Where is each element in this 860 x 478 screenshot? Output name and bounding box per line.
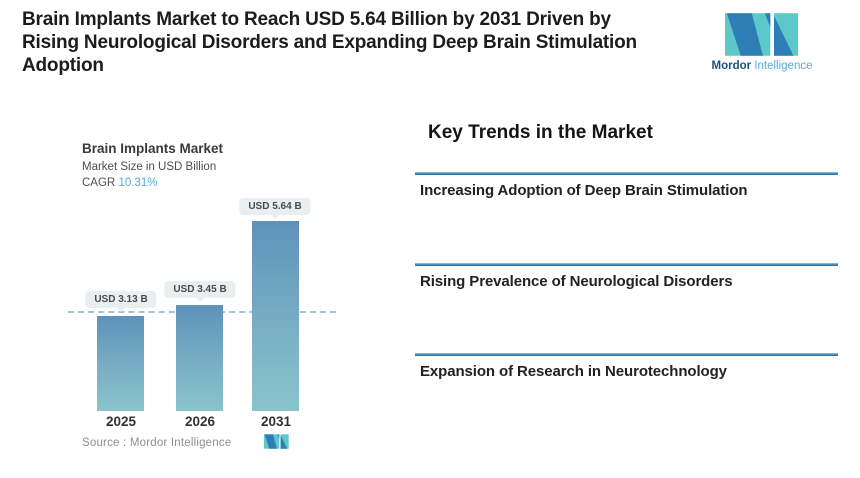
mordor-logo-text: Mordor Intelligence [710,60,814,72]
key-trends-heading: Key Trends in the Market [428,122,653,143]
mordor-logo-icon [725,13,799,56]
bar-2025 [97,316,144,411]
trend-divider [415,172,838,175]
trend-item-3: Expansion of Research in Neurotechnology [415,353,838,380]
trend-item-label: Rising Prevalence of Neurological Disord… [420,272,733,290]
axis-label-2026: 2026 [184,414,216,429]
trend-item-2: Rising Prevalence of Neurological Disord… [415,263,838,290]
axis-label-2031: 2031 [260,414,292,429]
mordor-logo: Mordor Intelligence [710,12,814,72]
trend-item-label: Expansion of Research in Neurotechnology [420,362,727,380]
trend-divider [415,263,838,266]
bar-2031 [252,221,299,411]
cagr-label: CAGR [82,177,116,189]
trend-item-1: Increasing Adoption of Deep Brain Stimul… [415,172,838,199]
trend-item-label: Increasing Adoption of Deep Brain Stimul… [420,181,748,199]
cagr-value: 10.31% [118,177,158,189]
page-title: Brain Implants Market to Reach USD 5.64 … [22,9,637,76]
bar-value-label-2026: USD 3.45 B [164,281,236,302]
bar-value-label-2031: USD 5.64 B [239,198,311,219]
chart-cagr: CAGR 10.31% [82,177,157,189]
chart-title: Brain Implants Market [82,141,224,156]
bar-value-label-2025: USD 3.13 B [85,291,157,312]
trend-divider [415,353,838,356]
mordor-logo-mini-icon [264,434,289,449]
bar-2026 [176,305,223,411]
axis-label-2025: 2025 [105,414,137,429]
chart-subtitle: Market Size in USD Billion [82,161,217,173]
logo-text-mordor: Mordor [711,60,752,72]
source-attribution: Source : Mordor Intelligence [82,437,232,449]
logo-text-intelligence: Intelligence [754,60,813,72]
